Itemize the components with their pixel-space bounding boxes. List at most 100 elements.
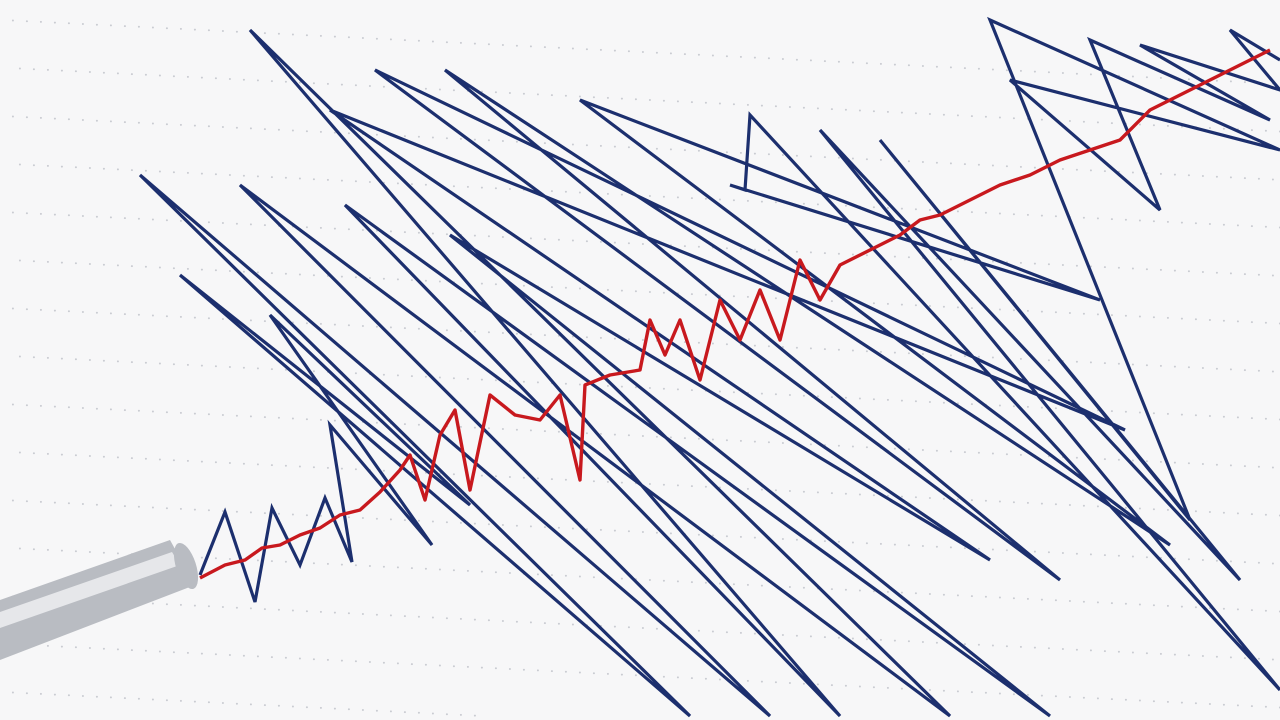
grid-dot bbox=[25, 692, 28, 695]
grid-dot bbox=[1089, 361, 1092, 364]
grid-dot bbox=[431, 520, 434, 523]
grid-dot bbox=[165, 123, 168, 126]
grid-dot bbox=[543, 46, 546, 49]
grid-dot bbox=[375, 37, 378, 40]
grid-dot bbox=[970, 499, 973, 502]
grid-dot bbox=[1103, 458, 1106, 461]
grid-dot bbox=[249, 703, 252, 706]
grid-dot bbox=[74, 166, 77, 169]
grid-dot bbox=[865, 350, 868, 353]
grid-dot bbox=[914, 400, 917, 403]
grid-dot bbox=[900, 303, 903, 306]
grid-dot bbox=[914, 112, 917, 115]
grid-dot bbox=[1187, 174, 1190, 177]
grid-dot bbox=[1082, 120, 1085, 123]
grid-dot bbox=[704, 101, 707, 104]
grid-dot bbox=[207, 29, 210, 32]
grid-dot bbox=[354, 84, 357, 87]
grid-dot bbox=[130, 361, 133, 364]
grid-dot bbox=[109, 216, 112, 219]
grid-dot bbox=[1208, 415, 1211, 417]
grid-dot bbox=[851, 637, 854, 640]
grid-dot bbox=[928, 113, 931, 115]
grid-dot bbox=[263, 224, 266, 227]
grid-dot bbox=[655, 51, 658, 54]
grid-dot bbox=[606, 192, 609, 195]
grid-dot bbox=[396, 566, 399, 569]
grid-dot bbox=[459, 329, 462, 332]
grid-dot bbox=[1012, 309, 1015, 312]
grid-dot bbox=[494, 91, 497, 94]
grid-dot bbox=[403, 231, 406, 234]
grid-dot bbox=[102, 71, 105, 74]
grid-dot bbox=[683, 437, 686, 440]
grid-dot bbox=[1068, 504, 1071, 506]
grid-dot bbox=[249, 223, 252, 226]
grid-dot bbox=[928, 401, 931, 403]
grid-dot bbox=[256, 271, 259, 274]
grid-dot bbox=[795, 154, 798, 157]
grid-dot bbox=[935, 641, 938, 644]
grid-dot bbox=[53, 693, 56, 696]
grid-dot bbox=[634, 98, 637, 101]
grid-dot bbox=[816, 395, 819, 398]
grid-dot bbox=[809, 251, 812, 254]
grid-dot bbox=[830, 300, 833, 303]
grid-dot bbox=[312, 178, 315, 181]
grid-dot bbox=[802, 586, 805, 589]
red-seismic-trace bbox=[199, 48, 1271, 580]
grid-dot bbox=[781, 634, 784, 636]
grid-dot bbox=[508, 380, 511, 382]
grid-dot bbox=[1229, 272, 1232, 275]
grid-dot bbox=[788, 394, 791, 396]
grid-dot bbox=[186, 75, 189, 78]
grid-dot bbox=[95, 407, 98, 410]
grid-dot bbox=[270, 80, 273, 83]
grid-dot bbox=[354, 276, 357, 279]
grid-dot bbox=[1019, 453, 1022, 456]
grid-dot bbox=[1047, 71, 1050, 74]
grid-dot bbox=[753, 632, 756, 635]
grid-dot bbox=[172, 75, 175, 78]
grid-dot bbox=[228, 654, 231, 656]
grid-dot bbox=[116, 264, 119, 267]
grid-dot bbox=[921, 65, 924, 67]
grid-dot bbox=[487, 331, 490, 334]
grid-dot bbox=[1215, 271, 1218, 274]
grid-dot bbox=[123, 409, 126, 412]
grid-dot bbox=[221, 30, 224, 32]
grid-dot bbox=[95, 503, 98, 506]
grid-dot bbox=[137, 505, 140, 508]
grid-dot bbox=[326, 82, 329, 85]
grid-dot bbox=[277, 608, 280, 611]
grid-dot bbox=[452, 569, 455, 572]
grid-dot bbox=[837, 636, 840, 639]
grid-dot bbox=[1110, 698, 1113, 701]
grid-dot bbox=[11, 115, 14, 118]
grid-dot bbox=[571, 239, 574, 242]
grid-dot bbox=[970, 691, 973, 694]
grid-dot bbox=[998, 308, 1001, 311]
grid-dot bbox=[767, 249, 770, 252]
grid-dot bbox=[46, 452, 49, 455]
grid-dot bbox=[375, 709, 378, 712]
grid-dot bbox=[879, 158, 882, 161]
grid-dot bbox=[767, 441, 770, 444]
grid-dot bbox=[676, 676, 679, 679]
grid-dot bbox=[116, 72, 119, 75]
grid-dot bbox=[718, 582, 721, 585]
grid-dot bbox=[592, 672, 595, 675]
grid-dot bbox=[1236, 224, 1239, 227]
grid-dot bbox=[1159, 172, 1162, 175]
grid-dot bbox=[1194, 318, 1197, 321]
grid-dot bbox=[956, 210, 959, 213]
grid-dot bbox=[46, 260, 49, 263]
grid-dot bbox=[494, 475, 497, 478]
grid-dot bbox=[361, 613, 364, 615]
grid-dot bbox=[732, 103, 735, 106]
grid-dot bbox=[200, 364, 203, 367]
grid-dot bbox=[508, 476, 511, 478]
grid-dot bbox=[291, 705, 294, 708]
grid-dot bbox=[1250, 129, 1253, 132]
